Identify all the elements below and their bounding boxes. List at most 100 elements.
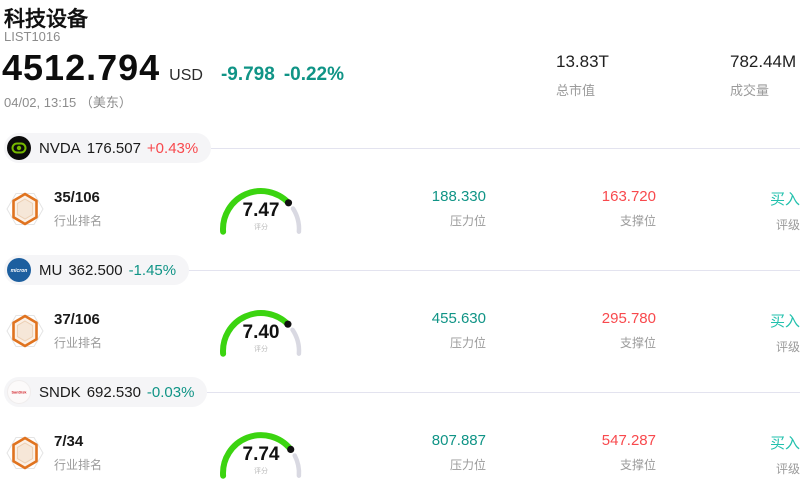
gauge-arc: [218, 305, 304, 365]
industry-rank: 37/106 行业排名: [0, 305, 218, 365]
support-label: 支撑位: [619, 458, 656, 472]
stock-detail: 35/106 行业排名 7.47 评分 188.330 压力位 163.720 …: [0, 183, 800, 243]
gauge-arc: [218, 183, 304, 243]
rating-value: 买入: [769, 435, 800, 452]
ticker-change: -1.45%: [128, 261, 177, 279]
divider-line: [211, 147, 800, 149]
gauge-arc: [218, 427, 304, 487]
rank-info: 7/34 行业排名: [54, 429, 102, 487]
stock-row-header: micron MU 362.500 -1.45%: [4, 255, 800, 285]
rating-label: 评级: [775, 462, 800, 476]
pressure-label: 压力位: [449, 214, 486, 228]
ticker-symbol: SNDK: [39, 383, 81, 401]
stock-row-header: NVDA 176.507 +0.43%: [4, 133, 800, 163]
ticker-price: 362.500: [68, 261, 123, 279]
pressure-label: 压力位: [449, 336, 486, 350]
pressure-value: 807.887: [431, 432, 486, 449]
score-label: 评分: [254, 224, 268, 231]
pressure-value: 188.330: [431, 188, 486, 205]
micron-logo-icon: micron: [7, 258, 31, 282]
support-value: 163.720: [601, 188, 656, 205]
volume-value: 782.44M: [730, 52, 797, 71]
rank-label: 行业排名: [54, 458, 103, 472]
score-value: 7.74: [242, 444, 280, 465]
rank-badge-icon: [6, 432, 44, 474]
score-gauge: 7.74 评分: [218, 427, 320, 487]
page-title: 科技设备: [4, 8, 88, 31]
rating-value: 买入: [769, 191, 800, 208]
support-level: 295.780 支撑位: [486, 305, 656, 365]
nvidia-logo-icon: [7, 136, 31, 160]
rating-label: 评级: [775, 218, 800, 232]
market-cap-value: 13.83T: [556, 52, 609, 71]
quote-timestamp: 04/02, 13:15 （美东）: [4, 95, 132, 110]
rank-label: 行业排名: [54, 336, 103, 350]
market-cap-label: 总市值: [556, 83, 596, 98]
index-price-row: 4512.794 USD -9.798 -0.22%: [2, 47, 344, 89]
rank-value: 7/34: [54, 433, 84, 450]
volume-label: 成交量: [730, 83, 770, 98]
market-cap-stat: 13.83T 总市值: [556, 52, 609, 99]
support-value: 295.780: [601, 310, 656, 327]
index-change-abs: -9.798: [220, 64, 275, 85]
stock-row-header: SanDisk SNDK 692.530 -0.03%: [4, 377, 800, 407]
sandisk-logo-icon: SanDisk: [7, 380, 31, 404]
rank-info: 37/106 行业排名: [54, 307, 102, 365]
index-header: 科技设备 LIST1016 4512.794 USD -9.798 -0.22%…: [0, 0, 800, 133]
score-gauge: 7.47 评分: [218, 183, 320, 243]
score-gauge: 7.40 评分: [218, 305, 320, 365]
support-level: 163.720 支撑位: [486, 183, 656, 243]
support-level: 547.287 支撑位: [486, 427, 656, 487]
ticker-price: 176.507: [86, 139, 141, 157]
index-change-pct: -0.22%: [283, 64, 345, 85]
rank-info: 35/106 行业排名: [54, 185, 102, 243]
score-label: 评分: [254, 346, 268, 353]
score-label: 评分: [254, 468, 268, 475]
ticker-symbol: MU: [39, 261, 63, 279]
rank-badge-icon: [6, 310, 44, 352]
stock-row-nvda[interactable]: NVDA 176.507 +0.43% 35/106 行业排名: [0, 133, 800, 255]
list-id: LIST1016: [4, 29, 61, 44]
pressure-level: 188.330 压力位: [320, 183, 486, 243]
rank-value: 35/106: [54, 189, 100, 206]
ticker-pill-nvda[interactable]: NVDA 176.507 +0.43%: [4, 133, 212, 163]
rating-value: 买入: [769, 313, 800, 330]
rank-badge-icon: [6, 188, 44, 230]
ticker-price: 692.530: [86, 383, 141, 401]
industry-rank: 35/106 行业排名: [0, 183, 218, 243]
analyst-rating: 买入 评级: [656, 305, 800, 365]
stock-detail: 7/34 行业排名 7.74 评分 807.887 压力位 547.287 支撑…: [0, 427, 800, 487]
stock-detail: 37/106 行业排名 7.40 评分 455.630 压力位 295.780 …: [0, 305, 800, 365]
pressure-value: 455.630: [431, 310, 486, 327]
ticker-pill-sndk[interactable]: SanDisk SNDK 692.530 -0.03%: [4, 377, 208, 407]
support-label: 支撑位: [619, 214, 656, 228]
currency-label: USD: [169, 67, 203, 84]
analyst-rating: 买入 评级: [656, 183, 800, 243]
ticker-symbol: NVDA: [39, 139, 81, 157]
pressure-level: 807.887 压力位: [320, 427, 486, 487]
pressure-level: 455.630 压力位: [320, 305, 486, 365]
rank-label: 行业排名: [54, 214, 103, 228]
stock-row-mu[interactable]: micron MU 362.500 -1.45% 37/106 行业排名: [0, 255, 800, 377]
ticker-change: -0.03%: [146, 383, 195, 401]
support-value: 547.287: [601, 432, 656, 449]
svg-text:SanDisk: SanDisk: [12, 391, 28, 395]
pressure-label: 压力位: [449, 458, 486, 472]
ticker-pill-mu[interactable]: micron MU 362.500 -1.45%: [4, 255, 190, 285]
score-value: 7.47: [242, 200, 280, 221]
volume-stat: 782.44M 成交量: [730, 52, 796, 99]
analyst-rating: 买入 评级: [656, 427, 800, 487]
stock-list: NVDA 176.507 +0.43% 35/106 行业排名: [0, 133, 800, 488]
ticker-change: +0.43%: [146, 139, 199, 157]
index-price: 4512.794: [2, 47, 161, 88]
support-label: 支撑位: [619, 336, 656, 350]
score-value: 7.40: [242, 322, 280, 343]
svg-text:micron: micron: [11, 268, 28, 274]
rank-value: 37/106: [54, 311, 100, 328]
rating-label: 评级: [775, 340, 800, 354]
divider-line: [207, 391, 800, 393]
divider-line: [189, 269, 800, 271]
stock-row-sndk[interactable]: SanDisk SNDK 692.530 -0.03% 7/34 行业排名: [0, 377, 800, 488]
industry-rank: 7/34 行业排名: [0, 427, 218, 487]
